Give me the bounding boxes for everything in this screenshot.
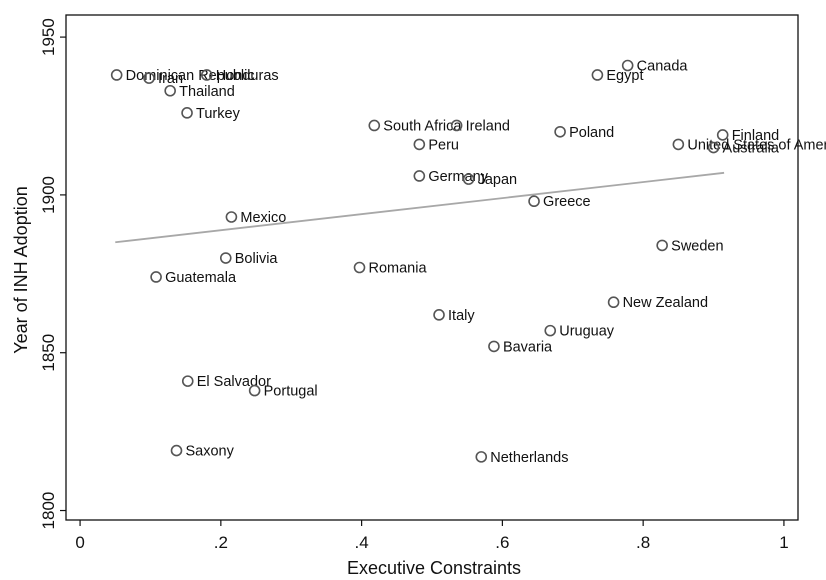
point-label: Netherlands [490,450,568,466]
point-label: Egypt [606,68,643,84]
data-point [225,211,238,223]
x-axis-title: Executive Constraints [347,558,521,578]
plot-frame [65,14,799,521]
data-point [170,444,183,457]
data-point [181,375,194,387]
data-point [433,309,445,321]
data-point [475,451,488,463]
point-label: Romania [369,261,428,277]
data-point [110,69,123,81]
data-point [554,125,566,138]
y-tick-label: 1900 [39,176,58,214]
data-point [672,138,685,151]
data-point [164,84,176,97]
point-label: New Zealand [623,295,708,311]
point-label: Finland [732,128,780,144]
point-label: Australia [723,141,780,157]
point-label: Turkey [196,106,241,122]
point-label: United States of America [687,137,826,153]
data-point [707,141,720,154]
point-label: Ireland [466,118,510,134]
point-label: Portugal [264,384,318,400]
data-point [528,195,540,208]
data-point [488,340,500,353]
y-tick-label: 1950 [39,18,58,56]
point-label: El Salvador [197,374,271,390]
point-label: Saxony [186,444,235,460]
point-label: Peru [428,137,459,153]
data-point [181,107,193,119]
point-label: Thailand [179,84,235,100]
data-point [248,384,261,397]
data-point [716,129,729,141]
point-label: Greece [543,194,591,210]
point-label: Guatemala [165,270,237,286]
x-tick-label: .2 [214,533,228,552]
x-tick-label: .6 [495,533,509,552]
point-label: Dominican Republic [126,68,255,84]
fitted-line [115,171,725,244]
data-point [607,296,620,309]
point-label: Sweden [671,238,723,254]
data-point [621,59,634,72]
point-label: Poland [569,125,614,141]
data-point [462,173,475,185]
data-point [219,252,232,264]
y-tick-label: 1800 [39,492,58,530]
data-point [450,119,463,132]
point-label: Iran [158,71,183,87]
point-label: Bolivia [235,251,279,267]
point-label: South Africa [383,118,462,134]
data-point [143,72,155,84]
point-label: Italy [448,308,475,324]
x-tick-label: 0 [75,533,84,552]
data-point [413,138,426,151]
data-point [591,69,604,81]
y-axis-title: Year of INH Adoption [11,186,31,353]
data-point [544,324,557,337]
data-point [413,170,426,182]
data-point [353,261,366,274]
point-label: Bavaria [503,339,553,355]
data-point [150,271,162,283]
data-point [200,69,213,81]
x-tick-label: .8 [636,533,650,552]
point-label: Japan [478,172,518,188]
point-label: Uruguay [559,324,615,340]
point-label: Mexico [240,210,286,226]
data-point [368,119,381,132]
x-tick-label: 1 [779,533,788,552]
data-point [656,239,668,252]
x-tick-label: .4 [355,533,369,552]
point-label: Honduras [216,68,279,84]
y-tick-label: 1850 [39,334,58,372]
point-label: Canada [637,59,689,75]
